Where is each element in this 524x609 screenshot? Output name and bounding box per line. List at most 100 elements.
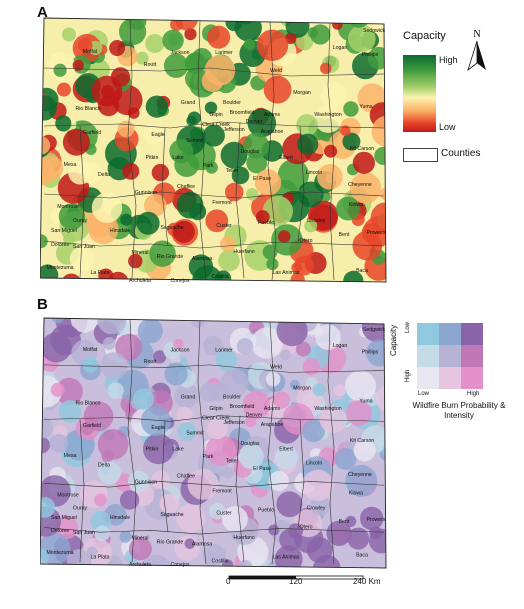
county-label: Gilpin	[209, 112, 222, 118]
county-label: Custer	[216, 223, 232, 229]
bivariate-cell	[417, 367, 439, 389]
county-label: Pueblo	[258, 220, 274, 226]
county-label: Costilla	[211, 274, 228, 280]
county-label: Mesa	[64, 162, 77, 168]
panel-b-label: B	[37, 296, 48, 313]
county-label: Sedgwick	[363, 327, 386, 333]
county-label: Pitkin	[146, 155, 159, 161]
county-label: Rio Blanco	[75, 400, 100, 406]
county-label: Jefferson	[223, 420, 244, 426]
county-label: Sedgwick	[363, 28, 386, 34]
bivariate-map: Moffat Routt Jackson Larimer Weld Logan Sedgwi…	[40, 317, 387, 569]
county-label: Larimer	[215, 50, 233, 56]
bivariate-y-label: Capacity	[389, 324, 398, 356]
county-label: Elbert	[279, 155, 293, 161]
county-label: Costilla	[211, 558, 228, 564]
county-label: Montrose	[57, 493, 79, 499]
county-label: Conejos	[170, 562, 189, 568]
county-label: Mineral	[131, 536, 148, 542]
county-label: Gunnison	[135, 479, 157, 485]
county-boundaries	[43, 18, 385, 281]
county-label: Rio Grande	[157, 254, 184, 260]
county-labels-b: Moffat Routt Jackson Larimer Weld Logan Sedgwi…	[46, 327, 385, 568]
bivariate-patches	[40, 318, 386, 568]
county-label: Broomfield	[230, 110, 255, 116]
county-label: Eagle	[151, 132, 164, 138]
county-label: Saguache	[160, 512, 183, 518]
north-arrow-icon: N	[467, 29, 486, 72]
scale-bar	[228, 575, 364, 580]
county-label: Logan	[333, 343, 348, 349]
county-label: San Miguel	[51, 515, 77, 521]
county-label: Las Animas	[273, 270, 300, 276]
county-label: Boulder	[223, 100, 241, 106]
county-label: Morgan	[293, 385, 311, 391]
county-label: Dolores	[51, 242, 69, 248]
county-label: Prowers	[366, 230, 385, 236]
county-label: Grand	[181, 395, 196, 401]
county-label: Lake	[172, 155, 183, 161]
county-label: Washington	[314, 112, 341, 118]
county-label: Archuleta	[129, 278, 151, 284]
bivariate-y-high: High	[405, 369, 411, 382]
county-label: Delta	[98, 462, 110, 468]
county-label: Jackson	[170, 50, 189, 56]
bivariate-x-low: Low	[418, 391, 430, 397]
county-label: Elbert	[279, 446, 293, 452]
county-label: Huerfano	[233, 535, 254, 541]
county-label: Chaffee	[177, 474, 195, 480]
county-label: Lake	[172, 446, 183, 452]
county-label: Eagle	[151, 425, 164, 431]
scale-tick-0: 0	[226, 577, 231, 586]
county-label: Phillips	[362, 52, 379, 58]
bivariate-cell	[417, 323, 439, 345]
county-label: Adams	[264, 112, 281, 118]
county-label: Logan	[333, 45, 348, 51]
county-label: Douglas	[240, 149, 259, 155]
county-label: Pitkin	[146, 446, 159, 452]
county-label: Otero	[300, 524, 313, 530]
county-label: Morgan	[293, 90, 311, 96]
county-labels-a: Moffat Routt Jackson Larimer Weld Logan Sedgwi…	[46, 28, 385, 284]
county-label: Las Animas	[273, 555, 300, 561]
bivariate-x-high: High	[467, 391, 480, 397]
county-label: Rio Blanco	[75, 106, 100, 112]
county-label: Adams	[264, 406, 281, 412]
county-label: Arapahoe	[261, 129, 284, 135]
county-label: San Miguel	[51, 228, 77, 234]
county-label: Weld	[270, 365, 282, 371]
county-label: San Juan	[73, 244, 95, 250]
county-label: Hinsdale	[110, 228, 130, 234]
county-label: El Paso	[253, 176, 271, 182]
bivariate-y-low: Low	[405, 321, 411, 333]
county-label: Conejos	[170, 278, 189, 284]
county-label: Broomfield	[230, 404, 255, 410]
county-label: Summit	[186, 430, 204, 436]
county-label: Routt	[144, 359, 157, 365]
county-label: Summit	[186, 138, 204, 144]
north-label: N	[473, 29, 480, 40]
county-label: Arapahoe	[261, 422, 284, 428]
county-label: Montrose	[57, 204, 79, 210]
county-label: Teller	[226, 168, 239, 174]
bivariate-cell	[417, 345, 439, 367]
capacity-low-label: Low	[439, 122, 456, 132]
county-label: Clear Creek	[202, 415, 230, 421]
county-label: Gunnison	[135, 190, 157, 196]
bivariate-cell	[439, 367, 461, 389]
scale-tick-120: 120	[289, 577, 303, 586]
county-label: Moffat	[83, 49, 98, 55]
county-label: Crowley	[307, 506, 326, 512]
county-label: Huerfano	[233, 249, 254, 255]
bivariate-cell	[439, 323, 461, 345]
county-label: Mesa	[64, 453, 77, 459]
county-label: Bent	[339, 519, 350, 525]
county-label: Teller	[226, 459, 239, 465]
capacity-legend-title: Capacity	[403, 30, 446, 42]
county-label: Gilpin	[209, 406, 222, 412]
county-label: Ouray	[73, 218, 88, 224]
county-label: Kit Carson	[350, 146, 374, 152]
county-label: Garfield	[83, 130, 101, 136]
county-label: Lincoln	[306, 170, 323, 176]
county-label: Garfield	[83, 423, 101, 429]
